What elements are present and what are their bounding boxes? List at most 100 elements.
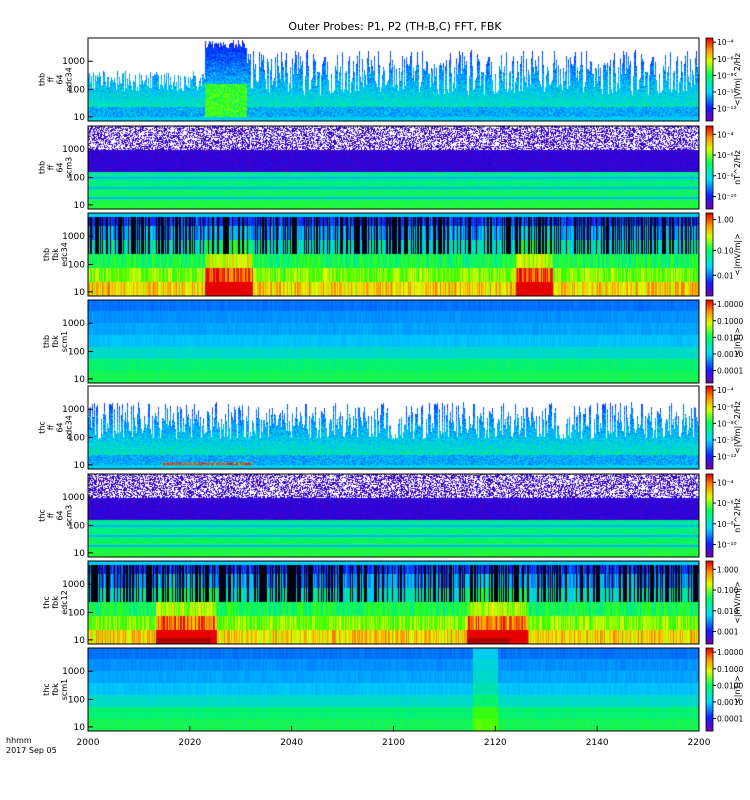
panel-ylabel-line: edc34 [65,67,74,92]
panel-ylabel-line: ff [47,76,56,82]
panel-frame [87,560,700,645]
panel-thb-ff-edc34: 10 100 1000 thb ff 64 edc34 10⁻¹² 10⁻¹⁰ 10⁻⁸ 10⁻⁶ 1… [38,37,742,123]
colorbar-tick-label: 0.10 [717,246,734,255]
colorbar-tick-label: 10⁻⁴ [717,478,734,487]
panel-frame [87,37,700,122]
y-tick-label: 10 [74,113,86,123]
colorbar-tick-label: 10⁻⁶ [717,499,734,508]
y-tick-label: 10 [74,461,86,471]
colorbar-tick-label: 0.010 [717,607,739,616]
panel-ylabel-line: thc [38,509,47,522]
colorbar-label: <|nT|> [733,675,742,704]
colorbar [705,473,714,558]
x-tick-label: 2100 [382,738,405,748]
panel-ylabel-line: 64 [56,162,65,172]
panel-thc-fbk-scm1: 10 100 1000 thc fbk scm1 0.0001 0.0010 0.0100 0.1… [42,647,743,733]
colorbar-tick-label: 10⁻⁸ [717,520,734,529]
colorbar-tick-label: 1.0000 [717,300,743,309]
panel-ylabel-line: 64 [56,510,65,520]
y-tick-label: 1000 [62,580,85,590]
colorbar-tick-label: 10⁻⁶ [717,151,734,160]
colorbar [705,212,714,297]
colorbar-tick-label: 0.0001 [717,367,743,376]
colorbar-tick-label: 1.00 [717,216,734,225]
colorbar-tick-label: 10⁻⁸ [717,71,734,80]
panel-ylabel-line: scm3 [65,157,74,178]
panel-ylabel-line: thc [42,596,51,609]
colorbar-tick-label: 10⁻¹⁰ [717,436,737,445]
panel-ylabel-line: ff [47,512,56,518]
y-tick-label: 10 [74,723,86,733]
panel-frame [87,125,700,210]
panel-thc-ff-scm3: 10 100 1000 thc ff 64 scm3 10⁻¹⁰ 10⁻⁸ 10⁻⁶ 10⁻⁴ nT^… [38,473,742,559]
y-tick-label: 1000 [62,405,85,415]
y-tick-label: 1000 [62,667,85,677]
y-tick-label: 100 [68,85,85,95]
panel-ylabel-line: 64 [56,74,65,84]
colorbar [705,299,714,384]
spectrogram-image [88,386,699,469]
colorbar-tick-label: 10⁻¹² [717,105,737,114]
panel-ylabel-line: fbk [51,335,60,348]
panel-ylabel-line: scm1 [60,679,69,700]
colorbar-tick-label: 0.0010 [717,698,743,707]
colorbar-label: <|V/m|^2/Hz [733,401,742,454]
colorbar-tick-label: 10⁻¹² [717,453,737,462]
x-axis-date: 2017 Sep 05 [6,746,57,755]
panel-ylabel-line: fbk [51,683,60,696]
panel-thc-ff-edc34: 10 100 1000 thc ff 64 edc34 10⁻¹² 10⁻¹⁰ 10⁻⁸ 10⁻⁶ 1… [38,385,742,471]
spectrogram-image [88,300,699,383]
x-tick-label: 2200 [688,738,711,748]
colorbar [705,37,714,122]
x-tick-label: 2040 [280,738,303,748]
colorbar-tick-label: 1.0000 [717,648,743,657]
colorbar-tick-label: 0.0001 [717,715,743,724]
y-tick-label: 100 [68,173,85,183]
panel-ylabel-line: 64 [56,422,65,432]
panel-ylabel-line: thb [42,335,51,348]
y-tick-label: 1000 [62,319,85,329]
figure-title: Outer Probes: P1, P2 (TH-B,C) FFT, FBK [288,20,502,33]
panel-ylabel-line: scm1 [60,331,69,352]
colorbar-tick-label: 0.001 [717,628,739,637]
panel-ylabel-line: thb [42,248,51,261]
colorbar-label: <|V/m|^2/Hz [733,53,742,106]
spectrogram-image [88,126,699,209]
colorbar-tick-label: 10⁻⁸ [717,172,734,181]
colorbar-tick-label: 0.1000 [717,317,743,326]
y-tick-label: 10 [74,549,86,559]
y-tick-label: 1000 [62,57,85,67]
panel-ylabel-line: fbk [51,248,60,261]
panel-thb-fbk-edc34: 10 100 1000 thb fbk edc34 0.01 0.10 1.00 <|mV/m|> [42,212,742,298]
panel-ylabel-line: thc [42,683,51,696]
colorbar [705,560,714,645]
spectrogram-image [88,38,699,121]
colorbar-tick-label: 0.0100 [717,681,743,690]
colorbar [705,385,714,470]
panel-ylabel-line: edc34 [60,242,69,267]
spectrogram-image [88,648,699,731]
y-tick-label: 100 [68,695,85,705]
colorbar-tick-label: 0.0010 [717,350,743,359]
panel-frame [87,299,700,384]
x-tick-label: 2020 [178,738,201,748]
colorbar-label: <|nT|> [733,327,742,356]
panel-frame [87,473,700,558]
y-tick-label: 10 [74,375,86,385]
colorbar-label: nT^2/Hz [733,150,742,185]
spectrogram-image [88,474,699,557]
panel-ylabel-line: ff [47,164,56,170]
y-tick-label: 1000 [62,493,85,503]
colorbar-tick-label: 10⁻¹⁰ [717,193,737,202]
y-tick-label: 100 [68,433,85,443]
panel-ylabel-line: thb [38,161,47,174]
colorbar [705,125,714,210]
y-tick-label: 10 [74,201,86,211]
colorbar-label: <|mV/m|> [733,581,742,624]
x-tick-label: 2120 [484,738,507,748]
panel-ylabel-line: thc [38,421,47,434]
panel-frame [87,212,700,297]
x-tick-label: 2000 [77,738,100,748]
